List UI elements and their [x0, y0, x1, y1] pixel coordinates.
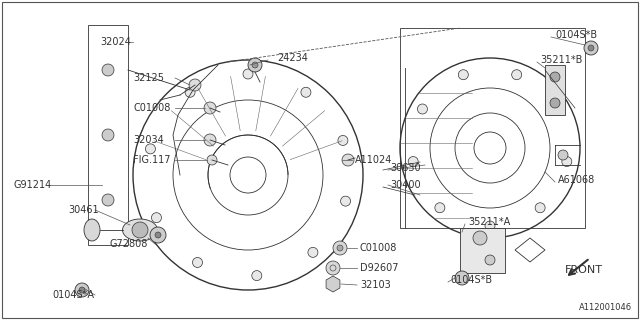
Circle shape — [535, 203, 545, 213]
Circle shape — [326, 261, 340, 275]
Text: FIG.117: FIG.117 — [133, 155, 170, 165]
Circle shape — [485, 255, 495, 265]
Circle shape — [558, 150, 568, 160]
Text: 32103: 32103 — [360, 280, 391, 290]
Text: G91214: G91214 — [14, 180, 52, 190]
Circle shape — [550, 72, 560, 82]
Circle shape — [485, 221, 495, 231]
Circle shape — [562, 156, 572, 166]
Circle shape — [204, 102, 216, 114]
Circle shape — [408, 156, 418, 166]
Circle shape — [552, 104, 563, 114]
Circle shape — [588, 45, 594, 51]
Text: 0104S*B: 0104S*B — [450, 275, 492, 285]
Circle shape — [193, 258, 202, 268]
Circle shape — [584, 41, 598, 55]
Circle shape — [511, 70, 522, 80]
Circle shape — [301, 87, 311, 97]
Circle shape — [308, 247, 318, 257]
Text: FRONT: FRONT — [565, 265, 603, 275]
Circle shape — [252, 271, 262, 281]
Circle shape — [75, 283, 89, 297]
Bar — [88, 25, 128, 245]
Circle shape — [417, 104, 428, 114]
Circle shape — [155, 232, 161, 238]
Circle shape — [333, 241, 347, 255]
Text: A112001046: A112001046 — [579, 303, 632, 312]
Circle shape — [79, 287, 85, 293]
Circle shape — [252, 62, 258, 68]
Text: 0104S*A: 0104S*A — [52, 290, 94, 300]
Ellipse shape — [122, 219, 157, 241]
Text: 35211*B: 35211*B — [540, 55, 582, 65]
Circle shape — [340, 196, 351, 206]
Circle shape — [132, 222, 148, 238]
Text: 30630: 30630 — [390, 163, 420, 173]
Circle shape — [185, 87, 195, 97]
Circle shape — [338, 135, 348, 146]
Circle shape — [204, 134, 216, 146]
Circle shape — [435, 203, 445, 213]
Circle shape — [102, 194, 114, 206]
Text: 30400: 30400 — [390, 180, 420, 190]
Circle shape — [473, 231, 487, 245]
Text: C01008: C01008 — [360, 243, 397, 253]
Text: A61068: A61068 — [558, 175, 595, 185]
Text: 24234: 24234 — [277, 53, 308, 63]
Text: 35211*A: 35211*A — [468, 217, 510, 227]
Text: 0104S*B: 0104S*B — [555, 30, 597, 40]
Text: G72808: G72808 — [110, 239, 148, 249]
Circle shape — [207, 155, 217, 165]
Circle shape — [150, 227, 166, 243]
Bar — [545, 65, 565, 115]
Circle shape — [102, 64, 114, 76]
Text: 30461: 30461 — [68, 205, 99, 215]
Circle shape — [189, 79, 201, 91]
Text: D92607: D92607 — [360, 263, 399, 273]
Circle shape — [342, 154, 354, 166]
Bar — [400, 28, 585, 228]
Text: 32034: 32034 — [133, 135, 164, 145]
Circle shape — [243, 69, 253, 79]
Circle shape — [337, 245, 343, 251]
Ellipse shape — [84, 219, 100, 241]
Text: 32125: 32125 — [133, 73, 164, 83]
Bar — [460, 228, 505, 273]
Circle shape — [145, 144, 156, 154]
Circle shape — [458, 70, 468, 80]
Text: C01008: C01008 — [133, 103, 170, 113]
Circle shape — [102, 129, 114, 141]
Text: A11024: A11024 — [355, 155, 392, 165]
Circle shape — [248, 58, 262, 72]
Circle shape — [152, 213, 161, 223]
Text: 32024: 32024 — [100, 37, 131, 47]
Circle shape — [455, 271, 469, 285]
Circle shape — [550, 98, 560, 108]
